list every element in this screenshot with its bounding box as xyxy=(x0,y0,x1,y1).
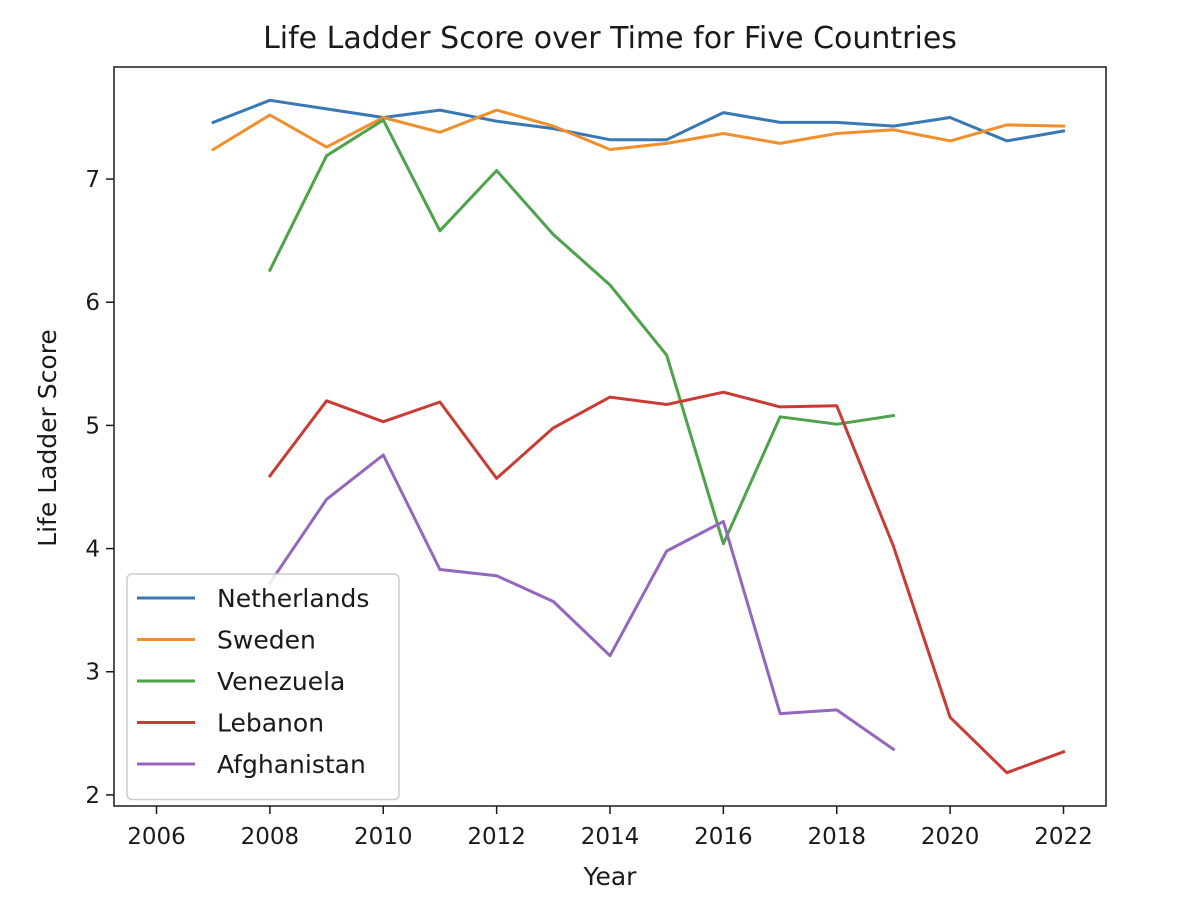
series-line-lebanon xyxy=(267,390,1066,775)
x-tick-label: 2018 xyxy=(807,824,866,850)
x-tick-label: 2016 xyxy=(694,824,753,850)
legend-label-lebanon: Lebanon xyxy=(217,709,324,738)
series-line-venezuela xyxy=(267,118,896,546)
y-tick-label: 7 xyxy=(85,167,100,193)
x-tick-label: 2008 xyxy=(241,824,300,850)
x-tick-label: 2022 xyxy=(1034,824,1093,850)
legend-label-sweden: Sweden xyxy=(217,626,316,655)
legend-box xyxy=(126,573,400,801)
x-tick-label: 2014 xyxy=(581,824,640,850)
y-axis-label: Life Ladder Score xyxy=(33,329,62,547)
x-tick-label: 2006 xyxy=(127,824,186,850)
x-axis-label: Year xyxy=(583,862,638,891)
legend-label-afghanistan: Afghanistan xyxy=(217,750,366,779)
x-tick-label: 2010 xyxy=(354,824,413,850)
y-tick-label: 6 xyxy=(85,290,100,316)
x-axis: 2006 2008 2010 2012 2014 2016 2018 2020 2022 xyxy=(127,806,1093,850)
y-axis: 2 3 4 5 6 7 xyxy=(85,167,114,809)
y-tick-label: 5 xyxy=(85,413,100,439)
legend-label-venezuela: Venezuela xyxy=(217,667,345,696)
series-line-afghanistan xyxy=(267,453,896,752)
chart-title: Life Ladder Score over Time for Five Cou… xyxy=(263,21,957,56)
legend: Netherlands Sweden Venezuela Lebanon Afghani… xyxy=(126,573,400,801)
x-tick-label: 2012 xyxy=(467,824,526,850)
y-tick-label: 2 xyxy=(85,783,100,809)
x-tick-label: 2020 xyxy=(921,824,980,850)
series-line-netherlands xyxy=(211,98,1066,143)
y-tick-label: 4 xyxy=(85,537,100,563)
series-line-sweden xyxy=(211,108,1066,152)
legend-label-netherlands: Netherlands xyxy=(217,584,369,613)
y-tick-label: 3 xyxy=(85,660,100,686)
